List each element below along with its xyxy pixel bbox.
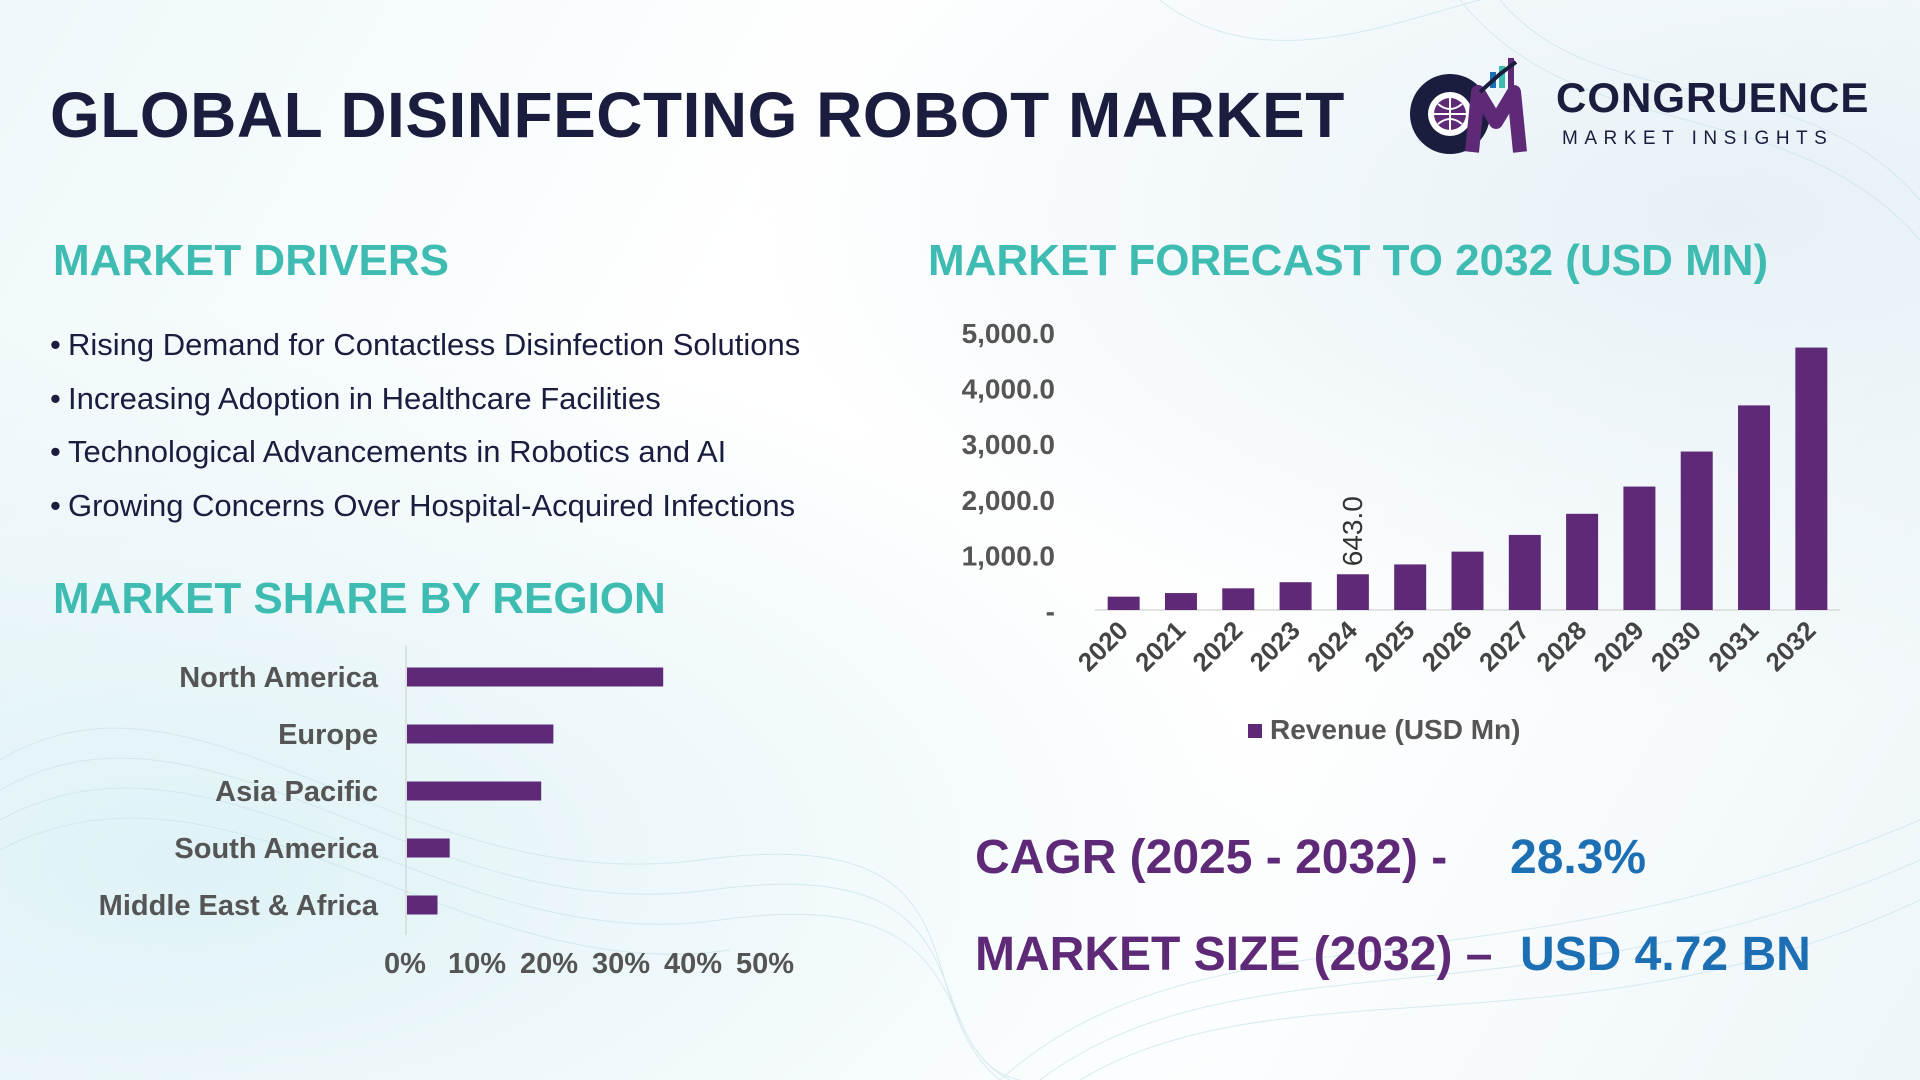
cagr-label: CAGR (2025 - 2032) - <box>975 831 1448 884</box>
x-tick-label: 0% <box>384 948 426 980</box>
logo-subtitle: MARKET INSIGHTS <box>1562 128 1834 149</box>
logo-name: CONGRUENCE <box>1556 74 1870 121</box>
x-tick-label: 2029 <box>1588 615 1650 677</box>
x-tick-label: 2027 <box>1473 615 1535 677</box>
category-label: North America <box>179 662 379 694</box>
x-tick-label: 2032 <box>1759 615 1821 677</box>
forecast-heading: MARKET FORECAST TO 2032 (USD MN) <box>928 236 1769 285</box>
category-label: Europe <box>278 719 378 751</box>
driver-item: • Growing Concerns Over Hospital-Acquired… <box>50 483 930 537</box>
market-drivers-heading: MARKET DRIVERS <box>53 236 450 285</box>
x-tick-label: 2026 <box>1416 615 1478 677</box>
company-logo: CM CONGRUENCE MARKET INSIGHTS <box>1400 52 1870 162</box>
bar <box>1336 574 1369 610</box>
data-label: 643.0 <box>1337 496 1368 566</box>
x-tick-label: 2025 <box>1358 615 1420 677</box>
market-size-label: MARKET SIZE (2032) – <box>975 928 1493 981</box>
page-title: GLOBAL DISINFECTING ROBOT MARKET <box>50 79 1345 151</box>
bar <box>1566 513 1599 610</box>
driver-text: Rising Demand for Contactless Disinfecti… <box>68 327 801 362</box>
bar <box>1795 347 1828 610</box>
x-tick-label: 20% <box>520 948 578 980</box>
x-tick-label: 2028 <box>1530 615 1592 677</box>
legend-swatch <box>1248 724 1262 738</box>
bar <box>1279 582 1312 610</box>
x-tick-label: 2021 <box>1129 615 1191 677</box>
category-label: Asia Pacific <box>215 776 378 808</box>
bullet-icon: • <box>50 327 61 362</box>
region-share-chart: North America Europe Asia Pacific South Ame… <box>99 645 794 980</box>
driver-text: Technological Advancements in Robotics a… <box>68 434 727 469</box>
bullet-icon: • <box>50 434 61 469</box>
legend-label: Revenue (USD Mn) <box>1270 714 1520 745</box>
y-tick-label: - <box>1046 596 1055 627</box>
region-share-heading: MARKET SHARE BY REGION <box>53 574 666 623</box>
bar <box>1222 588 1255 610</box>
y-tick-label: 2,000.0 <box>962 485 1055 516</box>
bar <box>407 667 664 687</box>
driver-item: • Technological Advancements in Robotics … <box>50 429 930 483</box>
category-label: South America <box>174 833 378 865</box>
x-tick-label: 2023 <box>1244 615 1306 677</box>
bar <box>1738 405 1771 610</box>
bar <box>1164 593 1197 610</box>
bar <box>1623 486 1656 610</box>
bar <box>1680 451 1713 610</box>
y-tick-label: 4,000.0 <box>962 374 1055 405</box>
driver-text: Increasing Adoption in Healthcare Facili… <box>68 380 661 416</box>
driver-item: • Rising Demand for Contactless Disinfect… <box>50 322 930 376</box>
market-drivers-list: • Rising Demand for Contactless Disinfect… <box>50 322 930 536</box>
bar <box>1107 596 1140 610</box>
category-label: Middle East & Africa <box>99 890 379 922</box>
x-tick-label: 10% <box>448 948 506 980</box>
x-tick-label: 2024 <box>1301 615 1363 677</box>
bar <box>407 838 450 858</box>
bar <box>1394 564 1427 610</box>
x-tick-label: 30% <box>592 948 650 980</box>
x-tick-label: 2031 <box>1702 615 1764 677</box>
y-tick-label: 5,000.0 <box>962 318 1055 349</box>
bullet-icon: • <box>50 380 61 416</box>
forecast-chart: - 1,000.0 2,000.0 3,000.0 4,000.0 5,000.0 2020… <box>962 318 1840 745</box>
x-tick-label: 2020 <box>1072 615 1134 677</box>
x-tick-label: 50% <box>736 948 794 980</box>
y-tick-label: 3,000.0 <box>962 429 1055 460</box>
x-tick-label: 40% <box>664 948 722 980</box>
bullet-icon: • <box>50 487 61 523</box>
bar <box>407 781 542 801</box>
cagr-value: 28.3% <box>1510 831 1647 884</box>
bar <box>407 895 438 915</box>
bar <box>1508 534 1541 610</box>
market-size-value: USD 4.72 BN <box>1520 928 1811 981</box>
driver-item: • Increasing Adoption in Healthcare Facil… <box>50 376 930 430</box>
y-tick-label: 1,000.0 <box>962 540 1055 571</box>
x-tick-label: 2030 <box>1645 615 1707 677</box>
x-tick-label: 2022 <box>1186 615 1248 677</box>
bar <box>407 724 554 744</box>
cm-logo-icon: CM <box>1400 52 1527 154</box>
logo-mark-text: CM <box>1400 52 1402 53</box>
bar <box>1451 551 1484 610</box>
driver-text: Growing Concerns Over Hospital-Acquired … <box>68 487 796 523</box>
